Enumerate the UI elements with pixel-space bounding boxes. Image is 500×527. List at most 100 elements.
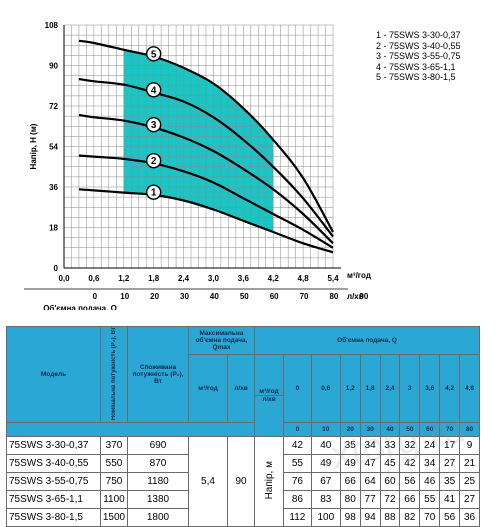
x2-unit-label: л/хв — [347, 292, 364, 301]
cell-head: 17 — [439, 436, 461, 456]
curve-3 — [78, 113, 334, 245]
spec-table: Модель Номінальна потужність (P₂), Вт Сп… — [6, 325, 480, 527]
table-row: 75SWS 3-30-0,37 370 690 5,4 90 Напір, м … — [6, 436, 480, 527]
cell-model: 75SWS 3-30-0,37 — [6, 436, 101, 456]
header-qmax-unit1: м³/год — [188, 353, 228, 424]
flow-m3: 2,4 — [379, 353, 401, 424]
header-power-nominal: Номінальна потужність (P₂), Вт — [100, 325, 128, 424]
header-flow: Об'ємна подача, Q — [254, 326, 480, 355]
flow-m3: 0 — [283, 353, 312, 424]
cell-power-consumed: 690 — [127, 436, 189, 456]
header-qmax-unit2: л/хв — [227, 353, 255, 424]
x2-tick-label: 60 — [270, 292, 279, 301]
header-flow-units: м³/год л/хв — [254, 353, 284, 438]
cell-head: 34 — [419, 454, 441, 474]
table-row: 75SWS 3-40-0,55 550 870 55 49 49 47 45 4… — [6, 454, 480, 474]
cell-head: 42 — [283, 436, 312, 456]
cell-head: 56 — [439, 508, 461, 527]
cell-head: 100 — [310, 508, 341, 527]
cell-head: 21 — [459, 454, 480, 474]
cell-head: 40 — [310, 436, 341, 456]
legend-item: 1 - 75SWS 3-30-0,37 — [376, 30, 461, 40]
cell-head: 88 — [379, 508, 401, 527]
x-tick-label: 0,6 — [88, 274, 100, 283]
curve-marker-label: 2 — [151, 156, 157, 167]
y-tick-label: 36 — [49, 183, 58, 192]
legend-item: 2 - 75SWS 3-40-0,55 — [376, 40, 461, 51]
cell-head: 35 — [339, 436, 361, 456]
cell-head: 70 — [419, 508, 441, 527]
x-tick-label: 2,4 — [178, 274, 190, 283]
flow-m3: 1,2 — [339, 353, 361, 424]
x-tick-label: 3,0 — [208, 274, 220, 283]
cell-head: 47 — [359, 454, 381, 474]
cell-head: 34 — [359, 436, 381, 456]
flow-l: 60 — [419, 422, 441, 438]
legend-item: 3 - 75SWS 3-55-0,75 — [376, 51, 461, 61]
cell-head: 67 — [310, 472, 341, 492]
chart-legend: 1 - 75SWS 3-30-0,37 2 - 75SWS 3-40-0,55 … — [376, 30, 461, 83]
flow-m3: 0,6 — [310, 353, 341, 424]
x-tick-label: 1,8 — [148, 274, 160, 283]
cell-qmax-m3: 5,4 — [188, 436, 228, 527]
x2-tick-label: 80 — [329, 292, 338, 301]
cell-model: 75SWS 3-55-0,75 — [6, 472, 101, 492]
x-tick-label: 4,2 — [268, 274, 280, 283]
x-tick-label: 1,2 — [118, 274, 130, 283]
curve-marker-4 — [145, 82, 162, 98]
y-tick-label: 108 — [45, 21, 59, 30]
flow-l: 80 — [459, 422, 480, 438]
cell-model: 75SWS 3-80-1,5 — [6, 508, 101, 527]
flow-m3: 3,6 — [419, 353, 441, 424]
cell-power-consumed: 870 — [127, 454, 189, 474]
y-tick-label: 18 — [49, 224, 58, 233]
cell-power-nominal: 370 — [100, 436, 128, 456]
cell-head: 98 — [339, 508, 361, 527]
cell-power-consumed: 1800 — [127, 508, 189, 527]
y-tick-label: 72 — [49, 102, 58, 111]
cell-head-label: Напір, м — [254, 436, 284, 527]
cell-head: 42 — [399, 454, 421, 474]
cell-power-nominal: 750 — [100, 472, 128, 492]
cell-head: 76 — [283, 472, 312, 492]
header-qmax: Максимальна об'ємна подача, Qmax — [188, 326, 255, 355]
cell-head: 36 — [459, 508, 480, 527]
header-power-consumed: Споживана потужність (P₁), Вт — [127, 325, 189, 424]
curve-marker-1 — [145, 184, 162, 200]
cell-head: 27 — [439, 454, 461, 474]
cell-head: 49 — [310, 454, 341, 474]
curve-marker-2 — [145, 152, 162, 169]
cell-head: 9 — [459, 436, 480, 456]
x2-tick-label: 10 — [120, 292, 129, 301]
cell-head: 60 — [379, 472, 401, 492]
x2-tick-label: 20 — [150, 292, 159, 301]
flow-l: 50 — [399, 422, 421, 438]
y-tick-label: 0 — [54, 264, 59, 273]
x2-tick-label: 90 — [359, 292, 368, 301]
flow-l: 40 — [379, 422, 401, 438]
cell-head: 66 — [339, 472, 361, 492]
legend-item: 5 - 75SWS 3-80-1,5 — [376, 72, 456, 82]
flow-l: 20 — [339, 422, 361, 438]
curve-2 — [78, 154, 334, 249]
curve-4 — [78, 77, 334, 238]
x-tick-label: 4,8 — [298, 274, 310, 283]
x-unit-label: м³/год — [347, 271, 371, 280]
curve-5 — [78, 39, 334, 233]
cell-power-nominal: 1500 — [100, 508, 128, 527]
flow-m3: 3 — [399, 353, 421, 424]
flow-l: 70 — [439, 422, 461, 438]
pump-curve-chart: 1 2 3 4 5 0 18 36 54 72 90 108 0,0 0,6 1,2 1,8 2,4 3,0 3,… — [24, 21, 371, 310]
cell-head: 45 — [379, 454, 401, 474]
header-spacer — [6, 422, 255, 438]
flow-m3: 4,2 — [439, 353, 461, 424]
flow-m3: 4,8 — [459, 353, 480, 424]
curve-1 — [78, 188, 334, 254]
x2-tick-label: 30 — [180, 292, 189, 301]
flow-l: 10 — [310, 422, 341, 438]
cell-head: 33 — [379, 436, 401, 456]
x-tick-label: 3,6 — [238, 274, 250, 283]
cell-head: 64 — [359, 472, 381, 492]
x2-tick-label: 0 — [93, 292, 98, 301]
table-row: 75SWS 3-55-0,75 750 1180 76 67 66 64 60 … — [6, 472, 480, 492]
